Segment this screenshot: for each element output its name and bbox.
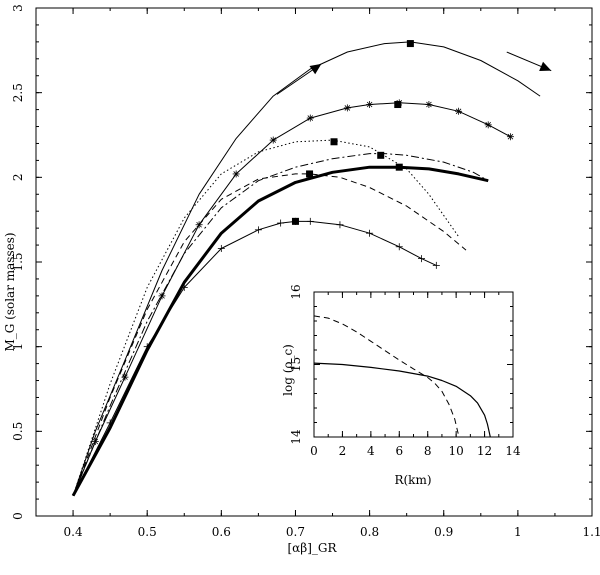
series-2-point [425, 101, 433, 109]
x-axis-label: [αβ]_GR [287, 541, 337, 555]
y-tick-label: 0 [11, 512, 25, 520]
series-2-point [506, 133, 514, 141]
series-7-point [254, 226, 262, 234]
x-tick-label: 0.5 [138, 525, 157, 539]
inset-series-line-2 [313, 315, 460, 438]
series-7-point [106, 419, 114, 427]
series-7-point [395, 243, 403, 251]
inset-y-tick-label: 14 [289, 429, 303, 445]
series-2-point [91, 437, 99, 445]
series-line-1 [72, 41, 541, 496]
y-axis-label: M_G (solar masses) [3, 232, 17, 351]
y-tick-label: 2.5 [11, 83, 25, 102]
maximum-mass-marker [306, 170, 314, 178]
x-tick-label: 0.8 [360, 525, 379, 539]
series-7-point [277, 219, 285, 227]
inset-x-tick-label: 0 [310, 444, 318, 458]
series-7-point [217, 244, 225, 252]
series-7-point [180, 283, 188, 291]
x-tick-label: 1.1 [582, 525, 600, 539]
series-2-point [232, 170, 240, 178]
maximum-mass-marker [377, 151, 385, 159]
series-2-point [343, 104, 351, 112]
y-tick-label: 2 [11, 174, 25, 182]
series-2-point [455, 107, 463, 115]
series-2-point [306, 114, 314, 122]
series-7-point [366, 229, 374, 237]
x-tick-label: 0.7 [286, 525, 305, 539]
inset-x-tick-label: 14 [505, 444, 521, 458]
series-2-point [366, 101, 374, 109]
series-line-5 [72, 173, 467, 496]
series-7-point [417, 255, 425, 263]
plot-frame [35, 7, 593, 517]
maximum-mass-marker [291, 217, 299, 225]
inset-plot: 0 2 4 6 8 10 12 14 14 15 16 [289, 284, 521, 458]
series-line-7 [72, 220, 437, 496]
maximum-mass-marker [330, 138, 338, 146]
x-tick-label: 0.6 [212, 525, 231, 539]
inset-y-tick-label: 16 [289, 284, 303, 299]
x-tick-label: 1 [514, 525, 522, 539]
y-tick-label: 3 [11, 4, 25, 12]
y-tick-label: 1 [11, 343, 25, 351]
y-tick-label: 0.5 [11, 422, 25, 441]
series-2-point [484, 121, 492, 129]
inset-x-axis-label: R(km) [394, 473, 431, 487]
series-7-point [432, 261, 440, 269]
inset-x-tick-label: 12 [477, 444, 492, 458]
inset-x-tick-label: 8 [424, 444, 432, 458]
maximum-mass-marker [395, 163, 403, 171]
x-tick-label: 0.4 [64, 525, 83, 539]
inset-x-tick-label: 2 [339, 444, 347, 458]
x-tick-label: 0.9 [434, 525, 453, 539]
series-2-point [269, 136, 277, 144]
direction-arrow-up-icon [276, 63, 322, 95]
direction-arrow-down-icon [506, 51, 552, 72]
series-7-point [143, 343, 151, 351]
main-plot: 0.4 0.5 0.6 0.7 0.8 0.9 1 1.1 0 0.5 1 1.5 2 2.5 3 [11, 4, 600, 539]
series-7-point [306, 217, 314, 225]
inset-x-tick-label: 6 [395, 444, 403, 458]
y-tick-label: 1.5 [11, 252, 25, 271]
inset-y-tick-label: 15 [289, 357, 303, 372]
inset-x-tick-label: 10 [449, 444, 464, 458]
maximum-mass-marker [406, 40, 414, 48]
maximum-mass-marker [394, 101, 402, 109]
inset-y-axis-label: log (ρ_c) [281, 344, 295, 396]
series-7-point [336, 221, 344, 229]
inset-series-line-1 [313, 362, 491, 438]
inset-x-tick-label: 4 [367, 444, 375, 458]
